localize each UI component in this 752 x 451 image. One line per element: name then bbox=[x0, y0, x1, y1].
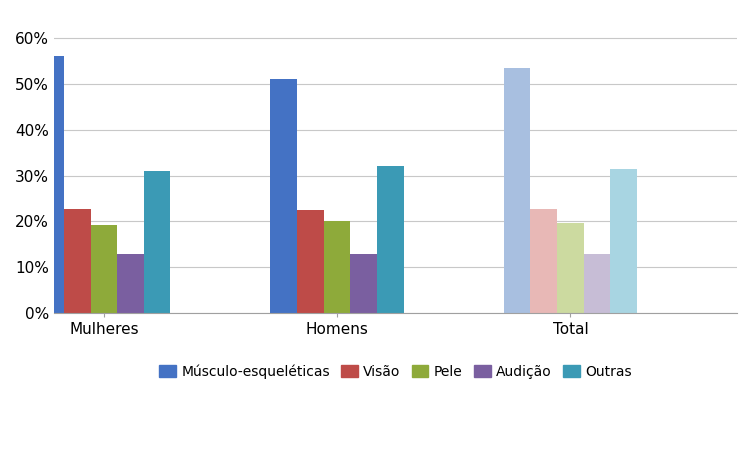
Bar bbox=[584, 254, 611, 313]
Bar bbox=[117, 253, 144, 313]
Bar bbox=[90, 225, 117, 313]
Bar bbox=[324, 221, 350, 313]
Legend: Músculo-esqueléticas, Visão, Pele, Audição, Outras: Músculo-esqueléticas, Visão, Pele, Audiç… bbox=[153, 359, 638, 385]
Bar bbox=[144, 170, 171, 313]
Bar bbox=[530, 209, 557, 313]
Bar bbox=[377, 166, 404, 313]
Bar bbox=[37, 56, 64, 313]
Bar bbox=[350, 254, 377, 313]
Bar bbox=[611, 169, 637, 313]
Bar bbox=[64, 209, 90, 313]
Bar bbox=[297, 210, 324, 313]
Bar bbox=[557, 223, 584, 313]
Bar bbox=[271, 79, 297, 313]
Bar bbox=[504, 68, 530, 313]
